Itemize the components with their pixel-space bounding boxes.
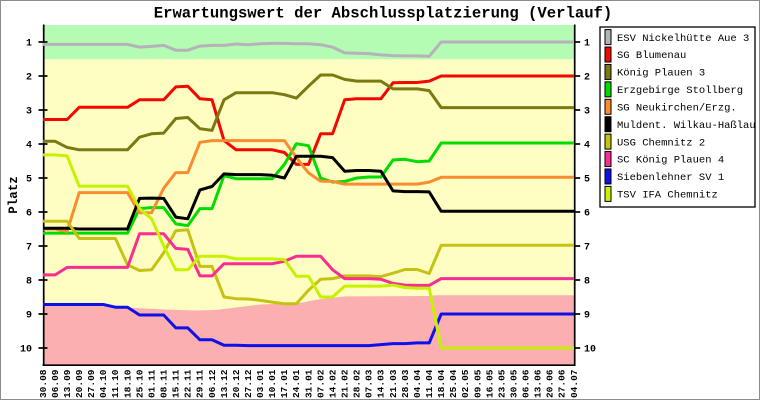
svg-text:16.05: 16.05 (484, 369, 495, 398)
svg-text:TSV IFA Chemnitz: TSV IFA Chemnitz (617, 190, 718, 202)
svg-text:SG Blumenau: SG Blumenau (617, 50, 686, 62)
svg-text:13.06: 13.06 (533, 369, 544, 398)
svg-text:Platz: Platz (7, 176, 21, 214)
svg-text:27.12: 27.12 (243, 369, 254, 398)
svg-text:31.01: 31.01 (303, 369, 314, 398)
svg-text:5: 5 (26, 175, 32, 186)
svg-text:25.10: 25.10 (134, 369, 145, 398)
svg-text:4: 4 (584, 141, 590, 152)
svg-text:3: 3 (26, 107, 32, 118)
svg-text:13.12: 13.12 (219, 369, 230, 398)
svg-text:6: 6 (584, 209, 590, 220)
svg-text:30.08: 30.08 (38, 369, 49, 398)
svg-text:20.12: 20.12 (231, 369, 242, 398)
svg-text:Erwartungswert der Abschlusspl: Erwartungswert der Abschlussplatzierung … (154, 5, 613, 23)
svg-text:SC König Plauen 4: SC König Plauen 4 (617, 155, 724, 167)
svg-text:03.01: 03.01 (255, 369, 266, 398)
svg-text:USG Chemnitz 2: USG Chemnitz 2 (617, 137, 705, 149)
svg-text:07.02: 07.02 (315, 369, 326, 398)
svg-text:15.11: 15.11 (171, 369, 182, 398)
svg-text:7: 7 (584, 243, 590, 254)
svg-text:22.11: 22.11 (183, 369, 194, 398)
svg-text:Siebenlehner SV 1: Siebenlehner SV 1 (617, 172, 724, 184)
svg-text:3: 3 (584, 107, 590, 118)
svg-text:4: 4 (26, 141, 32, 152)
svg-text:27.09: 27.09 (86, 369, 97, 398)
svg-text:02.05: 02.05 (460, 369, 471, 398)
svg-text:06.12: 06.12 (207, 369, 218, 398)
svg-text:Erzgebirge Stollberg: Erzgebirge Stollberg (617, 85, 743, 97)
svg-text:1: 1 (584, 39, 590, 50)
svg-text:24.01: 24.01 (291, 369, 302, 398)
svg-text:20.09: 20.09 (74, 369, 85, 398)
svg-text:2: 2 (584, 73, 590, 84)
svg-text:23.05: 23.05 (496, 369, 507, 398)
svg-text:18.10: 18.10 (122, 369, 133, 398)
svg-text:25.04: 25.04 (448, 369, 459, 398)
svg-text:8: 8 (584, 277, 590, 288)
svg-text:10: 10 (584, 345, 596, 356)
svg-text:21.03: 21.03 (388, 369, 399, 398)
svg-text:01.11: 01.11 (146, 369, 157, 398)
svg-text:2: 2 (26, 73, 32, 84)
svg-text:SG Neukirchen/Erzg.: SG Neukirchen/Erzg. (617, 102, 737, 114)
svg-text:29.11: 29.11 (195, 369, 206, 398)
svg-text:7: 7 (26, 243, 32, 254)
svg-text:06.06: 06.06 (521, 369, 532, 398)
svg-text:8: 8 (26, 277, 32, 288)
svg-text:14.03: 14.03 (376, 369, 387, 398)
svg-text:07.03: 07.03 (364, 369, 375, 398)
svg-text:14.02: 14.02 (327, 369, 338, 398)
svg-text:28.02: 28.02 (352, 369, 363, 398)
svg-text:08.11: 08.11 (159, 369, 170, 398)
svg-text:11.04: 11.04 (424, 369, 435, 398)
svg-text:21.02: 21.02 (340, 369, 351, 398)
svg-text:20.06: 20.06 (545, 369, 556, 398)
svg-text:5: 5 (584, 175, 590, 186)
svg-text:04.10: 04.10 (98, 369, 109, 398)
svg-text:ESV Nickelhütte Aue 3: ESV Nickelhütte Aue 3 (617, 33, 749, 45)
svg-text:6: 6 (26, 209, 32, 220)
svg-text:04.04: 04.04 (412, 369, 423, 398)
svg-text:09.05: 09.05 (472, 369, 483, 398)
svg-text:13.09: 13.09 (62, 369, 73, 398)
svg-text:König Plauen 3: König Plauen 3 (617, 68, 705, 80)
svg-text:17.01: 17.01 (279, 369, 290, 398)
svg-text:06.09: 06.09 (50, 369, 61, 398)
svg-text:9: 9 (26, 311, 32, 322)
svg-text:1: 1 (26, 39, 32, 50)
svg-text:Muldent. Wilkau-Haßlau: Muldent. Wilkau-Haßlau (617, 120, 756, 132)
svg-text:04.07: 04.07 (569, 369, 580, 398)
svg-text:10: 10 (20, 345, 32, 356)
svg-text:28.03: 28.03 (400, 369, 411, 398)
svg-text:11.10: 11.10 (110, 369, 121, 398)
svg-text:18.04: 18.04 (436, 369, 447, 398)
svg-text:27.06: 27.06 (557, 369, 568, 398)
svg-text:30.05: 30.05 (509, 369, 520, 398)
svg-text:9: 9 (584, 311, 590, 322)
svg-text:10.01: 10.01 (267, 369, 278, 398)
